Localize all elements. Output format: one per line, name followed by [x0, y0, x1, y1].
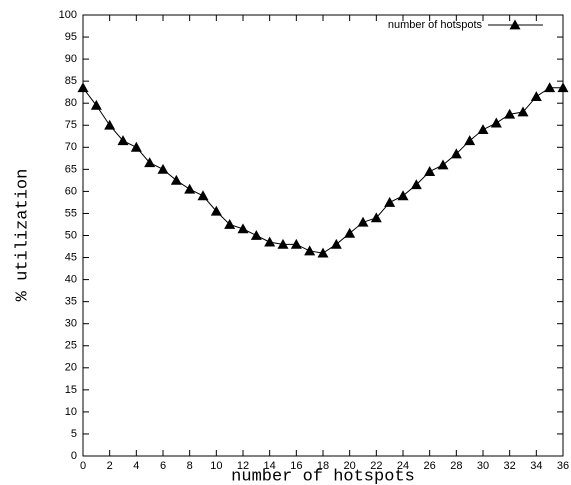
plot-frame: [82, 14, 564, 457]
data-point: [304, 245, 316, 256]
y-tick-label: 35: [65, 296, 77, 308]
y-tick-label: 80: [65, 97, 77, 109]
data-point: [530, 91, 542, 101]
data-point: [104, 119, 116, 130]
y-tick-label: 45: [65, 251, 77, 263]
y-tick-label: 100: [59, 9, 77, 21]
data-point: [464, 135, 476, 146]
y-tick-label: 5: [71, 428, 77, 440]
y-tick-label: 65: [65, 163, 77, 175]
x-tick-label: 18: [317, 460, 329, 472]
data-point: [264, 236, 276, 247]
data-point: [330, 238, 342, 249]
x-tick-label: 30: [477, 460, 489, 472]
data-point: [397, 190, 409, 201]
x-tick-label: 12: [237, 460, 249, 472]
data-point: [384, 196, 396, 207]
y-tick-label: 0: [71, 450, 77, 462]
data-point: [290, 238, 302, 249]
x-tick-label: 32: [504, 460, 516, 472]
data-point: [77, 82, 89, 93]
data-point: [410, 179, 422, 190]
x-tick-label: 20: [344, 460, 356, 472]
y-axis-label: % utilization: [13, 169, 32, 302]
data-point: [90, 99, 102, 110]
legend-marker: [509, 19, 521, 30]
data-point: [157, 163, 169, 174]
y-tick-label: 50: [65, 229, 77, 241]
data-point: [184, 183, 196, 194]
x-tick-label: 24: [397, 460, 409, 472]
data-point: [357, 216, 369, 227]
data-point: [170, 174, 182, 185]
y-tick-label: 15: [65, 384, 77, 396]
x-tick-label: 2: [107, 460, 113, 472]
x-tick-label: 10: [210, 460, 222, 472]
x-tick-label: 8: [187, 460, 193, 472]
x-tick-label: 16: [290, 460, 302, 472]
y-tick-label: 60: [65, 185, 77, 197]
x-tick-label: 14: [264, 460, 276, 472]
y-tick-label: 90: [65, 53, 77, 65]
data-point: [490, 117, 502, 128]
data-point: [437, 159, 449, 170]
data-point: [370, 212, 382, 223]
data-point: [517, 106, 529, 117]
y-tick-label: 40: [65, 274, 77, 286]
data-point: [237, 223, 249, 234]
x-tick-label: 28: [450, 460, 462, 472]
x-tick-label: 36: [557, 460, 569, 472]
x-tick-label: 34: [530, 460, 542, 472]
data-point: [450, 148, 462, 159]
data-point: [557, 82, 569, 93]
data-point: [144, 157, 156, 168]
data-point: [277, 238, 289, 249]
x-axis-label: number of hotspots: [231, 467, 415, 485]
y-tick-label: 55: [65, 207, 77, 219]
data-point: [424, 166, 436, 176]
y-tick-label: 75: [65, 119, 77, 131]
data-point: [197, 190, 209, 201]
y-tick-label: 30: [65, 318, 77, 330]
y-tick-label: 25: [65, 340, 77, 352]
data-point: [544, 82, 556, 93]
y-tick-label: 70: [65, 141, 77, 153]
data-point: [130, 141, 142, 152]
y-tick-label: 10: [65, 406, 77, 418]
data-point: [504, 108, 516, 119]
data-point: [224, 218, 236, 229]
data-point: [477, 124, 489, 135]
data-point: [210, 205, 222, 216]
data-point: [317, 247, 329, 258]
x-tick-label: 26: [424, 460, 436, 472]
data-point: [117, 135, 129, 146]
y-tick-label: 95: [65, 31, 77, 43]
x-tick-label: 4: [133, 460, 139, 472]
y-tick-label: 20: [65, 362, 77, 374]
y-tick-label: 85: [65, 75, 77, 87]
x-tick-label: 22: [370, 460, 382, 472]
data-point: [344, 227, 356, 238]
x-tick-label: 0: [80, 460, 86, 472]
data-point: [250, 230, 262, 240]
x-tick-label: 6: [160, 460, 166, 472]
legend-label: number of hotspots: [388, 19, 483, 31]
series-line: [82, 87, 563, 254]
